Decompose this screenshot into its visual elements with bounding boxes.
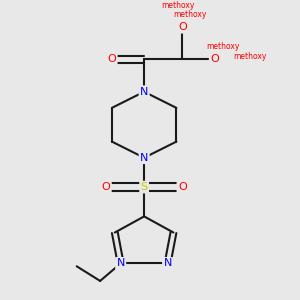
Text: O: O	[102, 182, 110, 192]
Text: N: N	[140, 153, 148, 163]
Text: O: O	[210, 55, 219, 64]
Text: N: N	[140, 87, 148, 97]
Text: methoxy: methoxy	[161, 1, 195, 10]
Text: N: N	[164, 258, 172, 268]
Text: O: O	[107, 55, 116, 64]
Text: O: O	[178, 22, 187, 32]
Text: methoxy: methoxy	[207, 42, 240, 51]
Text: S: S	[141, 182, 148, 192]
Text: methoxy: methoxy	[173, 10, 206, 19]
Text: N: N	[116, 258, 125, 268]
Text: methoxy: methoxy	[234, 52, 267, 61]
Text: O: O	[178, 182, 187, 192]
